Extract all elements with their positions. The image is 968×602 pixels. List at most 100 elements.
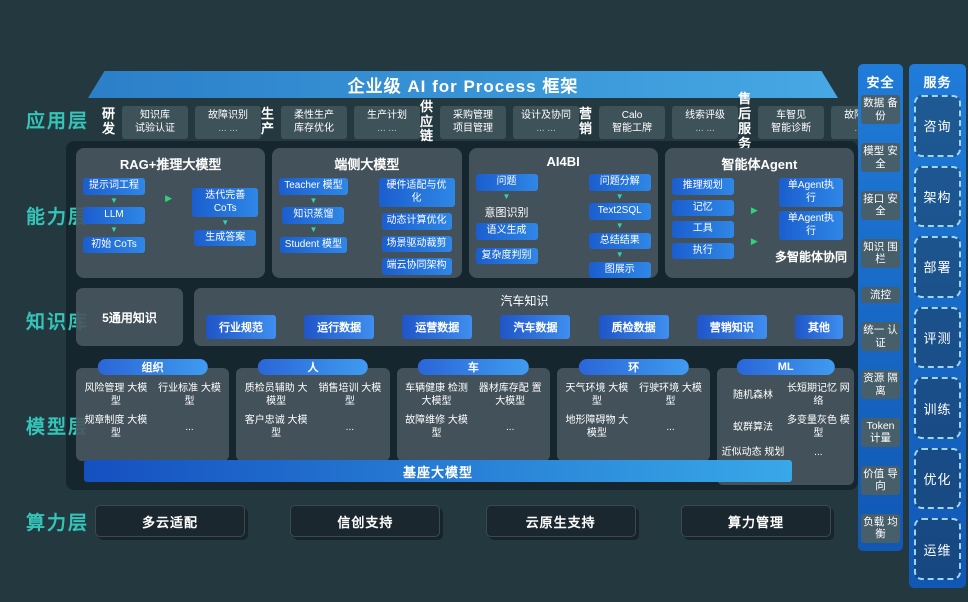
app-item: 生产计划 ... ...: [354, 105, 421, 139]
knowledge-auto-title: 汽车知识: [500, 294, 549, 308]
model-item: 器材库存配 置大模型: [478, 383, 542, 407]
model-item: 天气环境 大模型: [565, 383, 629, 407]
edge-feature: 硬件适配与优化: [378, 178, 455, 207]
app-item-line: 试验认证: [135, 123, 176, 134]
block-title: AI4BI: [546, 154, 580, 169]
model-item: 风险管理 大模型: [84, 383, 148, 407]
knowledge-item: 运行数据: [304, 315, 375, 339]
security-item: 知识 围栏: [861, 238, 900, 268]
arrow-down-icon: ▼: [309, 195, 318, 205]
agent-caption: 多智能体协同: [774, 250, 847, 264]
service-item: 架构: [914, 165, 961, 228]
arrow-down-icon: ▼: [309, 224, 318, 234]
compute-item: 云原生支持: [485, 505, 636, 537]
knowledge-item: 运营数据: [402, 315, 473, 339]
arrow-down-icon: ▼: [221, 218, 230, 227]
arrow-down-icon: ▼: [110, 224, 118, 234]
ai4bi-step: 图展示: [588, 261, 651, 279]
model-item: 地形障碍物 大模型: [565, 415, 629, 439]
model-item: ...: [506, 421, 515, 433]
label-application-layer: 应用层: [26, 111, 90, 132]
app-item-line: Calo: [621, 109, 643, 121]
knowledge-item: 质检数据: [598, 315, 669, 339]
security-item: Token 计量: [861, 417, 900, 448]
app-item-line: 智能工牌: [612, 123, 653, 134]
base-model-label: 基座大模型: [402, 464, 473, 480]
block-agent: 智能体Agent 推理规划 记忆 工具 执行 ▶ ▶ 单Agent执行 单Age…: [664, 148, 854, 278]
block-ai4bi: AI4BI 问题 ▼ 意图识别 语义生成 复杂度判别 问题分解 ▼ Text2S…: [468, 148, 658, 279]
app-item-line: 线索评级: [685, 109, 726, 121]
model-item: 长短期记忆 网络: [786, 383, 850, 407]
security-item: 流控: [861, 286, 900, 304]
service-item: 训练: [914, 377, 961, 439]
app-item-line: ... ...: [536, 123, 556, 134]
model-item: 多变量灰色 模型: [786, 415, 850, 439]
model-group-pill: 人: [257, 359, 369, 375]
app-item-line: 库存优化: [294, 123, 335, 134]
app-group-label: 售后服务: [738, 91, 752, 151]
arrow-down-icon: ▼: [502, 191, 511, 201]
page-title: 企业级 AI for Process 框架: [347, 77, 579, 96]
security-column-title: 安全: [866, 75, 895, 90]
service-item: 部署: [914, 236, 961, 298]
security-item: 统一 认证: [861, 322, 900, 352]
model-item: 近似动态 规划: [721, 447, 785, 458]
edge-step: 知识蒸馏: [282, 207, 345, 224]
app-group-supply-chain: 供应链 采购管理 项目管理 设计及协同 ... ...: [420, 99, 580, 145]
app-item: 故障识别 ... ...: [195, 105, 262, 139]
service-item: 优化: [914, 447, 961, 510]
model-item: 客户忠诚 大模型: [244, 415, 308, 439]
arrow-right-icon: ▶: [750, 204, 758, 215]
app-item: 柔性生产 库存优化: [281, 105, 348, 139]
base-model-bar: 基座大模型: [84, 460, 792, 482]
model-item: 行驶环境 大模型: [639, 383, 702, 407]
rag-step: 提示词工程: [83, 178, 145, 195]
model-item: ...: [666, 421, 675, 433]
app-group-rd: 研发 知识库试验认证 故障识别 ... ...: [102, 105, 262, 139]
app-item: 采购管理 项目管理: [440, 105, 507, 139]
agent-part: 推理规划: [671, 178, 734, 195]
edge-feature: 动态计算优化: [381, 213, 452, 230]
app-group-label: 生产: [261, 106, 275, 136]
label-capability-layer: 能力层: [26, 207, 90, 228]
rag-step: LLM: [83, 207, 145, 224]
app-item: Calo 智能工牌: [599, 105, 666, 139]
knowledge-item: 其他: [794, 315, 843, 339]
security-item: 模型 安全: [861, 142, 900, 173]
app-group-marketing: 营销 Calo 智能工牌 线索评级 ... ...: [579, 105, 739, 139]
app-group-label: 研发: [102, 106, 116, 136]
app-item-line: 智能诊断: [771, 123, 812, 134]
agent-part: 执行: [671, 242, 734, 259]
model-group-pill: 组织: [97, 359, 208, 375]
security-item: 价值 导向: [861, 465, 900, 495]
edge-feature: 场景驱动裁剪: [381, 235, 452, 252]
knowledge-general-label: 5通用知识: [102, 310, 157, 325]
security-item: 资源 隔离: [861, 369, 900, 400]
compute-item: 算力管理: [680, 505, 831, 537]
knowledge-item: 营销知识: [696, 315, 767, 339]
model-item: 规章制度 大模型: [84, 415, 148, 439]
label-knowledge-layer: 知识库: [26, 312, 90, 333]
app-item: 知识库 试验认证: [122, 105, 189, 139]
model-group-pill: 车: [418, 359, 529, 375]
compute-item: 信创支持: [290, 505, 441, 537]
compute-layer-row: 多云适配 信创支持 云原生支持 算力管理: [95, 505, 831, 537]
model-group-environment: 环 天气环境 大模型 行驶环境 大模型 地形障碍物 大模型 ...: [557, 359, 711, 461]
block-title: RAG+推理大模型: [119, 157, 222, 172]
model-item: 质检员辅助 大模型: [244, 383, 308, 407]
app-item-line: 知识库: [140, 109, 171, 121]
app-item: 车智见 智能诊断: [758, 105, 825, 139]
app-group-production: 生产 柔性生产 库存优化 生产计划 ... ...: [261, 105, 421, 139]
agent-part: 工具: [671, 221, 734, 238]
service-column-title: 服务: [923, 75, 952, 90]
ai4bi-step: 问题: [475, 174, 538, 191]
security-item: 接口 安全: [861, 190, 900, 221]
model-group-vehicle: 车 车辆健康 检测大模型 器材库存配 置大模型 故障维修 大模型 ...: [396, 359, 551, 461]
edge-step: Teacher 模型: [279, 178, 348, 195]
arrow-down-icon: ▼: [615, 250, 624, 260]
app-group-label: 营销: [579, 106, 593, 136]
knowledge-general-box: 5通用知识: [76, 288, 183, 346]
label-compute-layer: 算力层: [26, 513, 90, 534]
security-column: 安全 数据 备份 模型 安全 接口 安全 知识 围栏 流控 统一 认证 资源 隔…: [858, 64, 903, 551]
